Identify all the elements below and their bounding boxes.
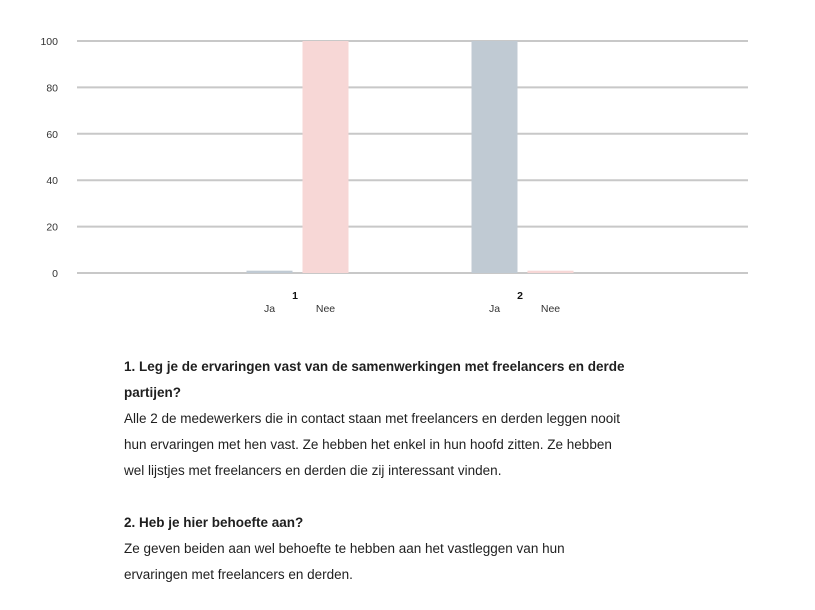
bar-group1-nee [302,41,349,273]
group-label-1: 1 [292,290,298,302]
y-tick-label-20: 20 [46,222,58,234]
question-1-heading-line-2: partijen? [124,385,182,400]
question-2-answer-line-1: Ze geven beiden aan wel behoefte te hebb… [124,541,565,556]
question-1-heading: 1. Leg je de ervaringen vast van de same… [124,354,684,406]
group-label-2: 2 [517,290,523,302]
chart-labels: 0 20 40 60 80 100 Ja Nee 1 Ja Nee 2 [40,36,560,315]
bar-group2-nee [527,270,574,273]
question-2-heading: 2. Heb je hier behoefte aan? [124,510,684,536]
bar-chart: 0 20 40 60 80 100 Ja Nee 1 Ja Nee 2 [40,36,748,315]
bar-group2-ja [471,41,518,273]
bar-label-group1-nee: Nee [316,303,335,315]
question-1-heading-line-1: 1. Leg je de ervaringen vast van de same… [124,359,625,374]
bar-label-group2-nee: Nee [541,303,560,315]
y-tick-label-60: 60 [46,129,58,141]
question-1-answer-line-1: Alle 2 de medewerkers die in contact sta… [124,411,621,426]
y-tick-label-0: 0 [52,268,58,280]
paragraph-gap [124,484,684,510]
question-2-answer: Ze geven beiden aan wel behoefte te hebb… [124,536,684,588]
chart-bars [246,41,574,273]
chart-grid [77,40,748,274]
bar-group1-ja [246,270,293,273]
document-body: 1. Leg je de ervaringen vast van de same… [124,354,684,588]
y-tick-label-100: 100 [40,36,58,48]
bar-label-group2-ja: Ja [489,303,500,315]
y-tick-label-80: 80 [46,82,58,94]
question-2: 2. Heb je hier behoefte aan? Ze geven be… [124,510,684,588]
question-1-answer: Alle 2 de medewerkers die in contact sta… [124,406,684,484]
bar-label-group1-ja: Ja [264,303,275,315]
question-1-answer-line-3: wel lijstjes met freelancers en derden d… [124,463,502,478]
question-2-heading-line-1: 2. Heb je hier behoefte aan? [124,515,304,530]
question-1-answer-line-2: hun ervaringen met hen vast. Ze hebben h… [124,437,612,452]
question-1: 1. Leg je de ervaringen vast van de same… [124,354,684,484]
question-2-answer-line-2: ervaringen met freelancers en derden. [124,567,353,582]
y-tick-label-40: 40 [46,175,58,187]
